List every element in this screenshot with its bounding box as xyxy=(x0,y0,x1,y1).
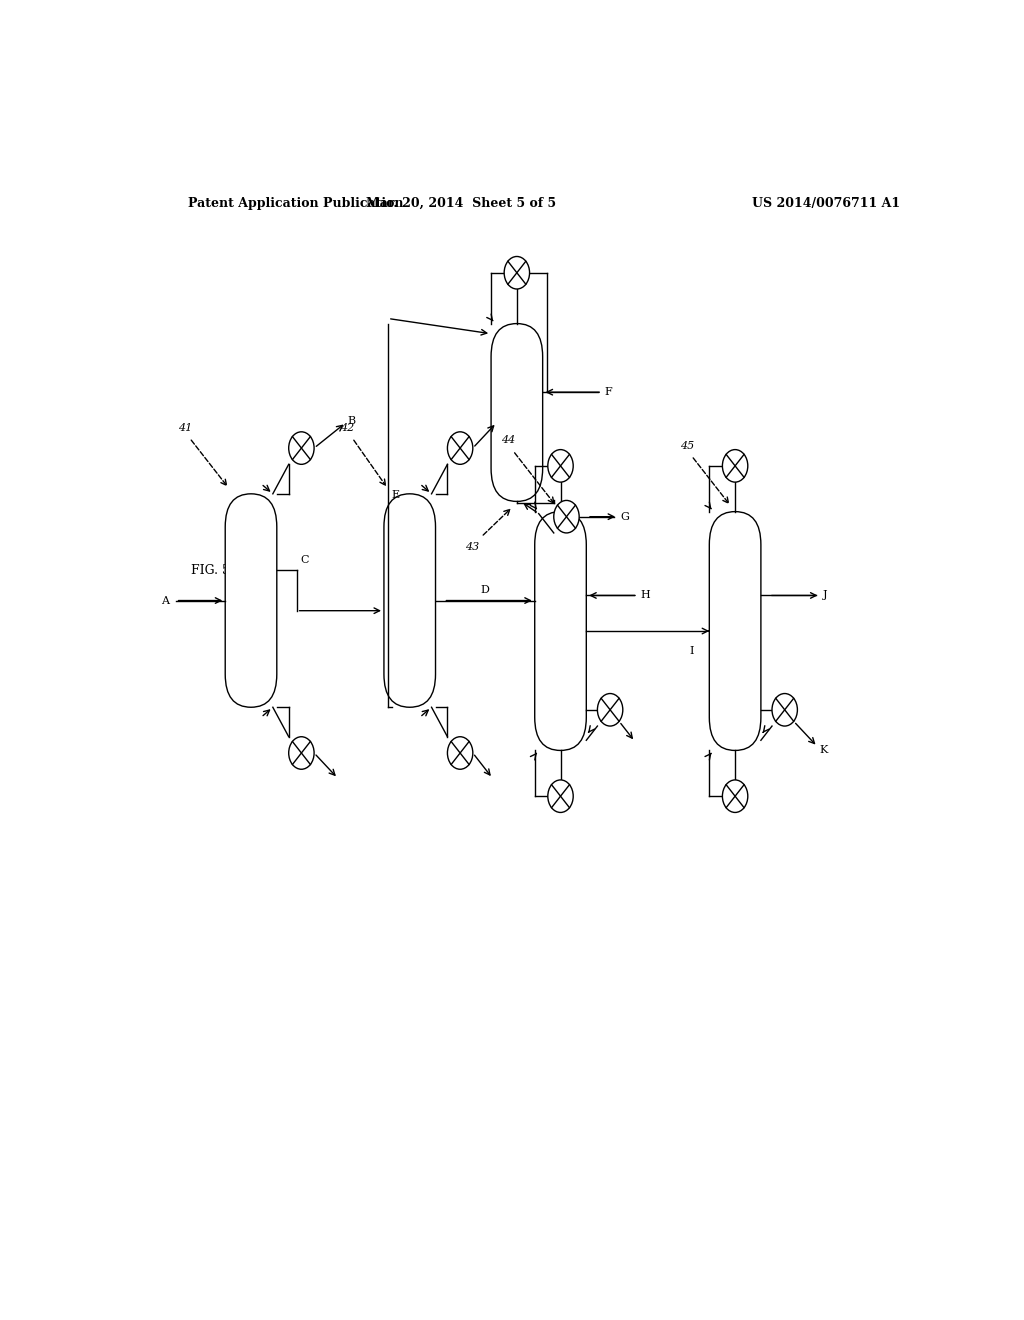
FancyBboxPatch shape xyxy=(492,323,543,502)
FancyBboxPatch shape xyxy=(225,494,276,708)
Text: F: F xyxy=(604,387,612,397)
Text: 44: 44 xyxy=(501,436,515,445)
Circle shape xyxy=(548,780,573,812)
Circle shape xyxy=(597,693,623,726)
Text: J: J xyxy=(823,590,827,601)
Text: E: E xyxy=(392,490,400,500)
Text: 43: 43 xyxy=(465,543,479,552)
Circle shape xyxy=(722,780,748,812)
Text: Patent Application Publication: Patent Application Publication xyxy=(187,197,403,210)
Text: H: H xyxy=(640,590,650,601)
Circle shape xyxy=(447,737,473,770)
Circle shape xyxy=(289,432,314,465)
Text: 42: 42 xyxy=(340,422,354,433)
Text: I: I xyxy=(689,647,693,656)
Circle shape xyxy=(722,450,748,482)
Text: US 2014/0076711 A1: US 2014/0076711 A1 xyxy=(753,197,900,210)
Circle shape xyxy=(447,432,473,465)
Circle shape xyxy=(554,500,580,533)
Text: A: A xyxy=(161,595,169,606)
FancyBboxPatch shape xyxy=(710,512,761,751)
Text: 45: 45 xyxy=(680,441,694,450)
Text: C: C xyxy=(301,554,309,565)
Circle shape xyxy=(504,256,529,289)
Circle shape xyxy=(548,450,573,482)
Text: 41: 41 xyxy=(177,422,191,433)
FancyBboxPatch shape xyxy=(535,512,587,751)
Text: G: G xyxy=(621,512,630,521)
Text: Mar. 20, 2014  Sheet 5 of 5: Mar. 20, 2014 Sheet 5 of 5 xyxy=(367,197,556,210)
Text: B: B xyxy=(347,416,355,425)
FancyBboxPatch shape xyxy=(384,494,435,708)
Circle shape xyxy=(289,737,314,770)
Text: FIG. 5: FIG. 5 xyxy=(191,564,230,577)
Text: D: D xyxy=(480,585,489,595)
Text: K: K xyxy=(820,744,828,755)
Circle shape xyxy=(772,693,798,726)
